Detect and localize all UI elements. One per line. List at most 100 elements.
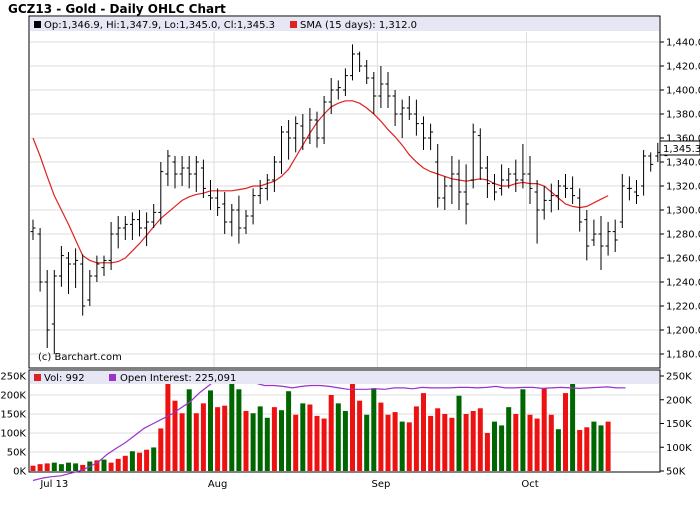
volume-bar (37, 464, 43, 471)
ohlc-bar (30, 219, 36, 240)
volume-bar (286, 391, 292, 471)
ohlc-bar (328, 78, 334, 114)
volume-bar (179, 413, 185, 471)
ohlc-bar (165, 150, 171, 186)
volume-bar (584, 427, 590, 471)
ohlc-bar (548, 183, 554, 213)
volume-tick-label-left: 50K (7, 448, 27, 459)
sma-line (32, 100, 609, 264)
volume-bars (30, 376, 611, 471)
ohlc-bar (94, 255, 100, 282)
ohlc-bar (350, 44, 355, 81)
volume-bar (563, 393, 568, 471)
volume-bar (30, 465, 36, 471)
ohlc-bar (534, 180, 540, 244)
ohlc-bar (484, 156, 490, 198)
ohlc-bar (115, 216, 121, 249)
ohlc-bar (200, 159, 206, 198)
ohlc-bar (449, 156, 455, 204)
ohlc-bar (229, 204, 235, 237)
ohlc-bar (435, 144, 441, 208)
volume-bar (51, 462, 57, 471)
ohlc-bar (513, 159, 519, 192)
volume-bar (279, 410, 284, 471)
price-tick-label: 1,280.0 (666, 230, 700, 241)
volume-bar (151, 447, 157, 471)
price-tick-label: 1,340.0 (666, 158, 700, 169)
last-price-label: 1,345.3 (663, 144, 700, 155)
price-tick-label: 1,240.0 (666, 278, 700, 289)
ohlc-bar (413, 99, 419, 136)
ohlc-bar (66, 252, 71, 294)
ohlc-bar (73, 248, 79, 288)
volume-bar (449, 417, 455, 471)
ohlc-bar (555, 180, 561, 210)
ohlc-bar (641, 150, 647, 196)
volume-bar (129, 451, 135, 471)
volume-bar (137, 452, 142, 471)
price-tick-label: 1,420.0 (666, 62, 700, 73)
volume-bar (208, 390, 213, 471)
volume-bar (385, 414, 391, 471)
ohlc-bar (243, 210, 249, 234)
volume-bar (321, 418, 327, 471)
volume-legend-bar (30, 371, 659, 384)
ohlc-bar (271, 156, 277, 192)
volume-bar (534, 418, 540, 471)
ohlc-bar (215, 188, 221, 216)
price-tick-label: 1,260.0 (666, 254, 700, 265)
volume-bar (236, 389, 242, 471)
volume-bar (108, 462, 114, 471)
price-tick-label: 1,300.0 (666, 206, 700, 217)
volume-bar (58, 464, 64, 471)
volume-bar (442, 414, 448, 471)
volume-bar (94, 460, 100, 471)
volume-bar (44, 463, 50, 471)
volume-bar (413, 406, 419, 471)
price-tick-label: 1,440.0 (666, 38, 700, 49)
ohlc-bar (612, 219, 618, 252)
ohlc-bar (122, 216, 128, 240)
ohlc-bar (619, 174, 625, 228)
ohlc-bar (591, 219, 597, 246)
volume-bar (172, 400, 178, 471)
ohlc-bar (80, 254, 86, 316)
ohlc-bar (179, 156, 185, 186)
sma-legend-text: SMA (15 days): 1,312.0 (300, 20, 417, 31)
volume-tick-label-right: 200K (666, 395, 692, 406)
oi-legend-swatch (109, 374, 116, 381)
volume-bar (541, 388, 547, 471)
volume-bar (307, 404, 313, 471)
price-tick-label: 1,200.0 (666, 326, 700, 337)
volume-bar (520, 389, 526, 471)
ohlc-bar (51, 270, 57, 354)
volume-bar (314, 415, 320, 471)
volume-bar (264, 417, 270, 471)
volume-bar (229, 377, 235, 471)
open-interest-line (32, 379, 626, 482)
volume-bar (335, 403, 341, 471)
volume-bar (371, 388, 377, 471)
ohlc-bar (442, 176, 448, 210)
ohlc-bar (492, 174, 497, 201)
volume-tick-label-left: 200K (0, 391, 26, 402)
sma-legend-swatch (290, 21, 297, 28)
price-legend-bar (30, 17, 659, 31)
volume-bar (293, 414, 299, 471)
ohlc-bar (378, 66, 384, 108)
volume-bar (591, 421, 597, 471)
vol-legend-text: Vol: 992 (44, 373, 85, 384)
ohlc-bar (264, 174, 270, 201)
ohlc-bar (605, 222, 611, 256)
ohlc-bar (44, 270, 50, 348)
volume-axis-ticks: 0K 50K 100K 150K 200K 250K 50K 100K 150K 200K 250K (0, 372, 692, 478)
ohlc-bar (527, 156, 533, 204)
ohlc-bar (421, 116, 426, 150)
volume-bar (364, 414, 370, 471)
volume-bar (456, 395, 462, 471)
ohlc-bar (570, 176, 576, 204)
volume-bar (342, 410, 348, 471)
ohlc-bar (385, 72, 391, 108)
volume-bar (66, 462, 71, 471)
